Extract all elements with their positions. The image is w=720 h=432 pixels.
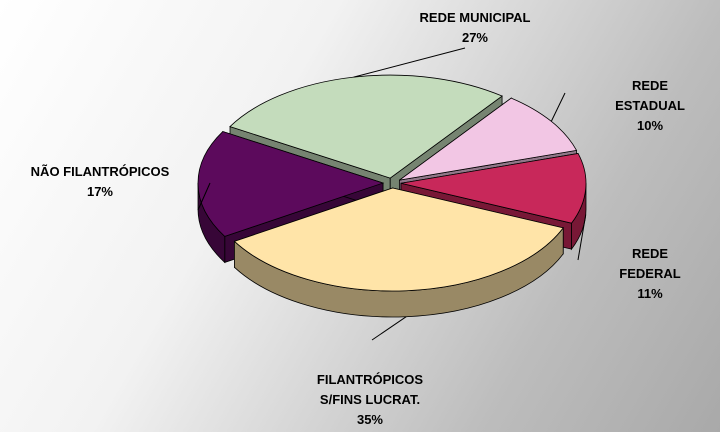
- leader-line: [197, 182, 211, 211]
- slice-label: REDE MUNICIPAL 27%: [420, 8, 531, 48]
- category-label: REDE ESTADUAL: [615, 78, 685, 113]
- leader-line: [577, 214, 587, 261]
- value-label: 17%: [86, 184, 114, 199]
- category-label: NÃO FILANTRÓPICOS: [30, 164, 170, 179]
- leader-line: [371, 316, 407, 341]
- leader-line: [550, 92, 566, 122]
- value-label: 11%: [637, 286, 663, 301]
- slice-label: REDE FEDERAL 11%: [615, 244, 685, 304]
- category-label: REDE MUNICIPAL: [419, 10, 531, 25]
- slice: [229, 74, 503, 179]
- value-label: 27%: [461, 30, 489, 45]
- value-label: 35%: [356, 412, 384, 427]
- slice: [399, 97, 578, 181]
- slice: [400, 153, 587, 224]
- slice-label: FILANTRÓPICOS S/FINS LUCRAT. 35%: [317, 370, 423, 430]
- slice-label: REDE ESTADUAL 10%: [615, 76, 685, 136]
- leader-line: [353, 47, 466, 78]
- category-label: REDE FEDERAL: [619, 246, 681, 281]
- slice-label: NÃO FILANTRÓPICOS 17%: [31, 162, 170, 202]
- slice: [233, 187, 564, 292]
- value-label: 10%: [636, 118, 664, 133]
- slice: [197, 131, 385, 237]
- category-label: FILANTRÓPICOS S/FINS LUCRAT.: [316, 372, 424, 407]
